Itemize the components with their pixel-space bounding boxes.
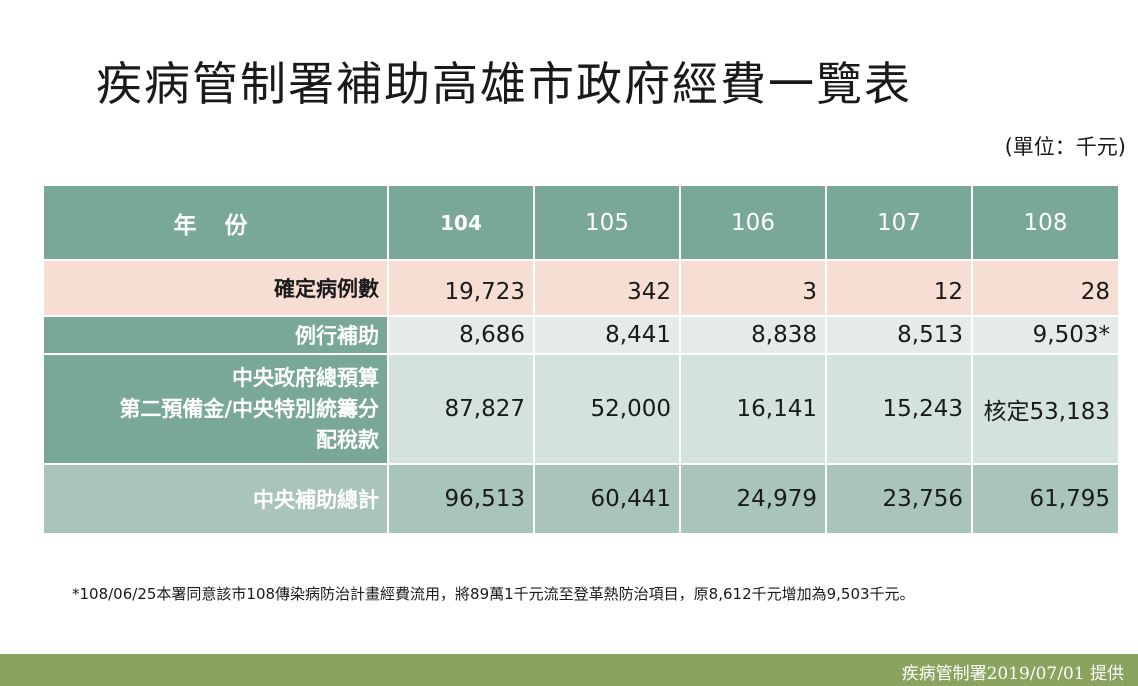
row-label: 中央補助總計 (44, 464, 388, 535)
table-cell: 8,686 (387, 316, 534, 355)
row-label: 例行補助 (44, 316, 388, 355)
footer-credit: 疾病管制署2019/07/01 提供 (901, 664, 1124, 684)
header-year-label: 年 份 (44, 186, 388, 261)
footnote: *108/06/25本署同意該市108傳染病防治計畫經費流用，將89萬1千元流至… (72, 585, 915, 603)
table-cell: 19,723 (387, 260, 534, 317)
table-cell: 16,141 (679, 354, 826, 465)
row-label-line: 配稅款 (316, 427, 379, 452)
table-cell: 87,827 (387, 354, 534, 465)
table-row-routine-subsidy: 例行補助 8,686 8,441 8,838 8,513 9,503* (44, 316, 1118, 355)
header-year: 107 (825, 186, 972, 261)
row-label: 中央政府總預算 第二預備金/中央特別統籌分 配稅款 (44, 354, 388, 465)
table-cell: 24,979 (679, 464, 826, 535)
table-cell: 23,756 (825, 464, 972, 535)
funding-table: 年 份 104 105 106 107 108 確定病例數 19,723 342… (44, 186, 1118, 535)
table-row-confirmed-cases: 確定病例數 19,723 342 3 12 28 (44, 260, 1118, 317)
table-cell: 28 (971, 260, 1118, 317)
table-cell: 342 (533, 260, 680, 317)
table-cell: 52,000 (533, 354, 680, 465)
row-label-line: 第二預備金/中央特別統籌分 (119, 396, 379, 421)
table-cell: 96,513 (387, 464, 534, 535)
unit-label: (單位：千元) (1004, 135, 1126, 159)
table-row-central-total: 中央補助總計 96,513 60,441 24,979 23,756 61,79… (44, 464, 1118, 535)
header-year: 106 (679, 186, 826, 261)
header-year: 104 (387, 186, 534, 261)
footer-bar: 疾病管制署2019/07/01 提供 (0, 654, 1138, 686)
table-row-central-budget: 中央政府總預算 第二預備金/中央特別統籌分 配稅款 87,827 52,000 … (44, 354, 1118, 465)
table-cell: 60,441 (533, 464, 680, 535)
header-year: 105 (533, 186, 680, 261)
table-cell: 8,513 (825, 316, 972, 355)
header-year: 108 (971, 186, 1118, 261)
table-cell: 核定53,183 (971, 354, 1118, 465)
page-title: 疾病管制署補助高雄市政府經費一覽表 (96, 57, 912, 111)
table-header-row: 年 份 104 105 106 107 108 (44, 186, 1118, 261)
table-cell: 61,795 (971, 464, 1118, 535)
table-cell: 8,441 (533, 316, 680, 355)
table-cell: 12 (825, 260, 972, 317)
table-cell: 15,243 (825, 354, 972, 465)
table-cell: 9,503* (971, 316, 1118, 355)
row-label: 確定病例數 (44, 260, 388, 317)
table-cell: 8,838 (679, 316, 826, 355)
table-cell: 3 (679, 260, 826, 317)
row-label-line: 中央政府總預算 (232, 365, 379, 390)
